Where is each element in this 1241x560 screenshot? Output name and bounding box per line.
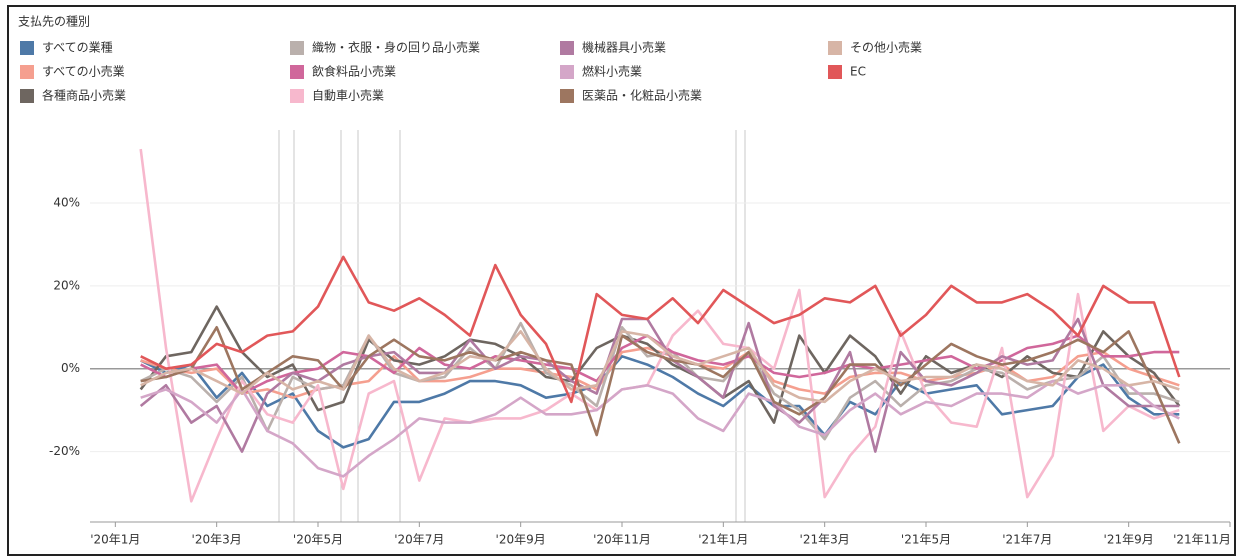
legend-swatch bbox=[20, 89, 34, 103]
x-tick-label: '21年9月 bbox=[1104, 533, 1154, 547]
legend-swatch bbox=[560, 89, 574, 103]
legend-swatch bbox=[828, 41, 842, 55]
series-line bbox=[140, 330, 1180, 404]
legend-swatch bbox=[290, 41, 304, 55]
legend-label: その他小売業 bbox=[850, 40, 922, 55]
x-tick-label: '20年1月 bbox=[90, 533, 140, 547]
y-tick-label: 40% bbox=[53, 196, 80, 210]
reference-lines bbox=[278, 130, 746, 522]
x-tick-label: '20年7月 bbox=[394, 533, 444, 547]
legend-label: 自動車小売業 bbox=[312, 88, 384, 103]
series-line bbox=[139, 148, 1180, 503]
legend-swatch bbox=[290, 65, 304, 79]
legend-label: EC bbox=[850, 65, 866, 79]
x-tick-label: '21年11月 bbox=[1173, 533, 1231, 547]
x-tick-label: '21年7月 bbox=[1002, 533, 1052, 547]
series-line bbox=[140, 379, 1180, 478]
legend-swatch bbox=[290, 89, 304, 103]
x-tick-label: '21年1月 bbox=[698, 533, 748, 547]
legend-label: 織物・衣服・身の回り品小売業 bbox=[312, 40, 480, 55]
legend-label: 各種商品小売業 bbox=[42, 88, 126, 103]
series-line bbox=[140, 255, 1181, 404]
y-tick-label: 0% bbox=[61, 361, 80, 375]
legend-label: 燃料小売業 bbox=[582, 64, 642, 79]
legend-label: すべての小売業 bbox=[42, 64, 125, 79]
frame bbox=[7, 5, 1236, 556]
x-tick-label: '20年9月 bbox=[496, 533, 546, 547]
y-tick-label: -20% bbox=[49, 444, 80, 458]
x-tick-label: '21年3月 bbox=[800, 533, 850, 547]
legend-label: 飲食料品小売業 bbox=[312, 64, 396, 79]
x-tick-label: '21年5月 bbox=[901, 533, 951, 547]
series-line bbox=[139, 317, 1180, 453]
series-line bbox=[140, 326, 1181, 444]
legend-swatch bbox=[560, 65, 574, 79]
legend-swatch bbox=[560, 41, 574, 55]
legend-label: すべての業種 bbox=[42, 41, 113, 55]
legend-swatch bbox=[20, 41, 34, 55]
legend-swatch bbox=[828, 65, 842, 79]
legend-label: 医薬品・化粧品小売業 bbox=[582, 88, 702, 103]
x-tick-label: '20年3月 bbox=[192, 533, 242, 547]
legend-label: 機械器具小売業 bbox=[582, 40, 666, 55]
series-line bbox=[140, 355, 1180, 449]
x-tick-label: '20年5月 bbox=[293, 533, 343, 547]
legend-title: 支払先の種別 bbox=[18, 15, 90, 29]
legend-swatch bbox=[20, 65, 34, 79]
x-tick-label: '20年11月 bbox=[593, 533, 651, 547]
y-tick-label: 20% bbox=[53, 278, 80, 292]
